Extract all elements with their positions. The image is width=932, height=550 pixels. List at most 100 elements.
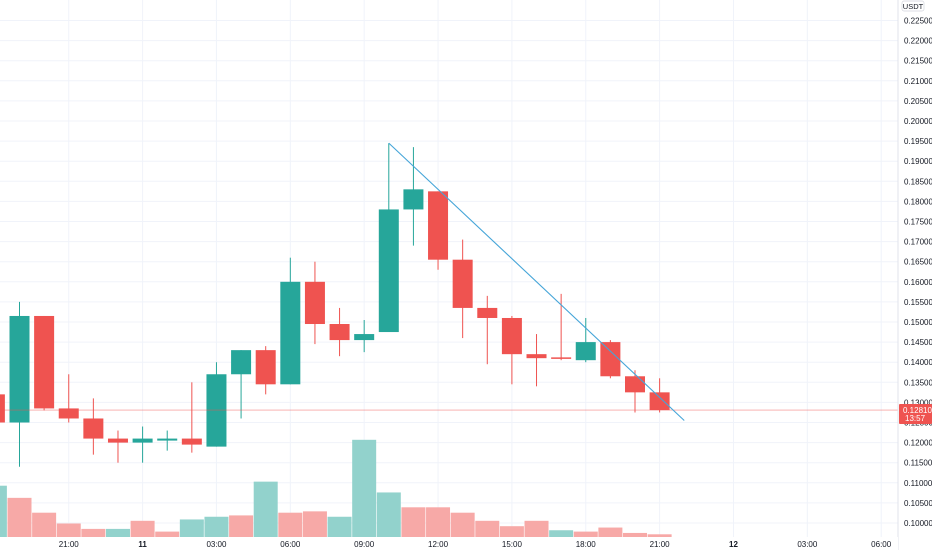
candle-body [132, 438, 153, 443]
current-price-value: 0.12810 [903, 406, 932, 415]
trendline[interactable] [388, 142, 685, 421]
time-tick-label: 06:00 [280, 540, 301, 549]
price-tick-label: 0.10000 [904, 519, 932, 528]
candle[interactable] [329, 307, 350, 357]
price-tick-label: 0.18500 [904, 177, 932, 186]
price-tick-label: 0.20500 [904, 97, 932, 106]
candle[interactable] [403, 147, 424, 246]
price-tick-label: 0.16000 [904, 278, 932, 287]
candle-body [625, 376, 645, 393]
candle[interactable] [304, 261, 325, 345]
candle[interactable] [9, 301, 30, 467]
price-tick-label: 0.13500 [904, 378, 932, 387]
time-tick-label: 09:00 [354, 540, 375, 549]
candle-body [354, 334, 375, 341]
time-axis-background [0, 537, 898, 550]
price-axis-background [898, 0, 932, 550]
volume-bar [426, 507, 451, 537]
volume-bar [475, 520, 500, 537]
price-tick-label: 0.11000 [904, 479, 932, 488]
candle[interactable] [255, 346, 276, 395]
time-tick-label: 21:00 [59, 540, 80, 549]
volume-bar [524, 520, 549, 537]
price-tick-label: 0.12000 [904, 439, 932, 448]
volume-bar [179, 519, 204, 537]
candle[interactable] [477, 295, 498, 365]
price-tick-label: 0.22000 [904, 37, 932, 46]
bar-countdown: 13:57 [905, 414, 926, 423]
volume-bar [204, 516, 229, 537]
time-axis[interactable]: 21:00 11 03:00 06:00 09:00 12:00 15:00 18:00 21:… [0, 537, 898, 550]
time-tick-label: 03:00 [797, 540, 818, 549]
volume-bar [401, 507, 426, 537]
candle[interactable] [34, 315, 55, 411]
price-tick-label: 0.21500 [904, 57, 932, 66]
candle[interactable] [575, 317, 596, 363]
time-tick-label: 11 [138, 540, 147, 549]
time-tick-label: 12:00 [428, 540, 449, 549]
candle[interactable] [132, 426, 153, 463]
candle-body [649, 392, 670, 411]
candle[interactable] [107, 430, 128, 463]
price-tick-label: 0.16500 [904, 258, 932, 267]
candle[interactable] [526, 334, 547, 387]
candle[interactable] [649, 378, 670, 413]
volume-bar [32, 512, 57, 537]
candle[interactable] [157, 430, 178, 451]
candle-body [280, 281, 301, 385]
chart-overlays[interactable] [0, 142, 898, 421]
price-tick-label: 0.15000 [904, 318, 932, 327]
price-tick-label: 0.18000 [904, 197, 932, 206]
candle[interactable] [58, 374, 79, 423]
candle[interactable] [625, 370, 645, 413]
candle-body [501, 317, 522, 355]
candle[interactable] [452, 239, 473, 339]
candle[interactable] [231, 350, 252, 419]
currency-unit-badge[interactable] [901, 0, 925, 12]
volume-bar [450, 512, 475, 537]
volume-bar [647, 534, 672, 537]
volume-bar [549, 530, 574, 537]
time-tick-label: 21:00 [650, 540, 671, 549]
current-price-badge [899, 404, 932, 425]
candle-body [0, 394, 5, 423]
volume-bar [56, 523, 81, 537]
volume-bar [573, 531, 598, 537]
price-tick-label: 0.13000 [904, 398, 932, 407]
candle-body [428, 191, 449, 260]
candle[interactable] [83, 398, 104, 455]
price-axis[interactable]: 0.22500 0.22000 0.21500 0.21000 0.20500 0.200… [897, 0, 932, 550]
candle[interactable] [206, 362, 227, 447]
candle-body [526, 354, 547, 359]
candle[interactable] [378, 143, 399, 333]
price-tick-label: 0.17000 [904, 238, 932, 247]
candle[interactable] [354, 319, 375, 353]
price-tick-label: 0.19000 [904, 157, 932, 166]
candle-body [83, 418, 104, 439]
price-tick-label: 0.21000 [904, 77, 932, 86]
price-tick-label: 0.17500 [904, 218, 932, 227]
volume-bar [7, 497, 32, 537]
time-tick-label: 18:00 [576, 540, 597, 549]
candle[interactable] [501, 315, 522, 385]
candle-body [58, 408, 79, 419]
volume-bar [623, 532, 647, 537]
candle[interactable] [280, 257, 301, 385]
candle[interactable] [181, 382, 202, 453]
candle[interactable] [600, 340, 621, 379]
candle[interactable] [0, 382, 5, 426]
candle-body [255, 350, 276, 385]
price-tick-label: 0.20000 [904, 117, 932, 126]
candlestick-series[interactable] [0, 143, 670, 467]
price-tick-label: 0.15500 [904, 298, 932, 307]
volume-bar [0, 485, 7, 537]
volume-bar [81, 528, 106, 537]
candle-body [477, 307, 498, 318]
currency-unit-label: USDT [903, 2, 924, 11]
candle[interactable] [551, 293, 572, 361]
candle[interactable] [428, 191, 449, 270]
candle-body [231, 350, 252, 375]
time-tick-label: 06:00 [871, 540, 892, 549]
